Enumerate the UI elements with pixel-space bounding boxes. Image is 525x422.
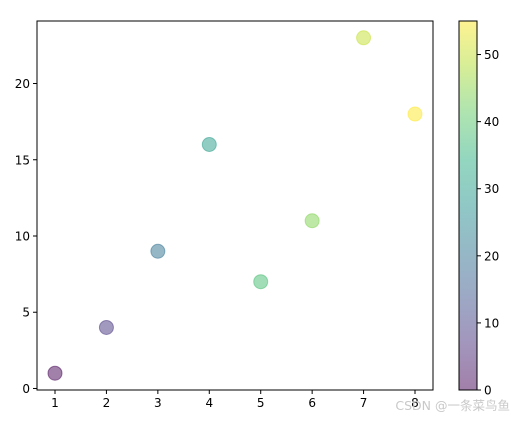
scatter-point (304, 213, 320, 229)
x-axis-ticks: 1 2 3 4 5 6 7 8 (51, 390, 419, 410)
x-tick-label: 7 (360, 396, 368, 410)
colorbar-frame (458, 20, 478, 391)
scatter-point (47, 365, 63, 381)
colorbar-tick-label: 10 (484, 316, 499, 330)
colorbar-tick-label: 20 (484, 249, 499, 263)
x-tick-label: 5 (257, 396, 265, 410)
x-tick-label: 6 (308, 396, 316, 410)
colorbar-ticks: 0 10 20 30 40 50 (477, 48, 499, 398)
colorbar: 0 10 20 30 40 50 (458, 20, 499, 398)
colorbar-tick-label: 30 (484, 182, 499, 196)
scatter-point (150, 243, 166, 259)
y-axis-ticks: 0 5 10 15 20 (15, 77, 37, 396)
y-tick-label: 10 (15, 229, 30, 243)
colorbar-tick-label: 40 (484, 115, 499, 129)
y-tick-label: 0 (22, 382, 30, 396)
x-tick-label: 1 (51, 396, 59, 410)
y-tick-label: 15 (15, 153, 30, 167)
scatter-point (253, 274, 269, 290)
y-tick-label: 5 (22, 306, 30, 320)
x-tick-label: 2 (103, 396, 111, 410)
watermark-text: CSDN @一条菜鸟鱼 (395, 398, 510, 413)
x-tick-label: 3 (154, 396, 162, 410)
scatter-point (98, 319, 114, 335)
data-points (47, 30, 423, 381)
colorbar-tick-label: 0 (484, 384, 492, 398)
colorbar-gradient (459, 21, 477, 390)
plot-area-frame (36, 20, 434, 391)
x-tick-label: 8 (411, 396, 419, 410)
x-tick-label: 4 (205, 396, 213, 410)
y-tick-label: 20 (15, 77, 30, 91)
scatter-point (201, 137, 217, 153)
scatter-point (356, 30, 372, 46)
scatter-point (407, 106, 423, 122)
colorbar-tick-label: 50 (484, 48, 499, 62)
